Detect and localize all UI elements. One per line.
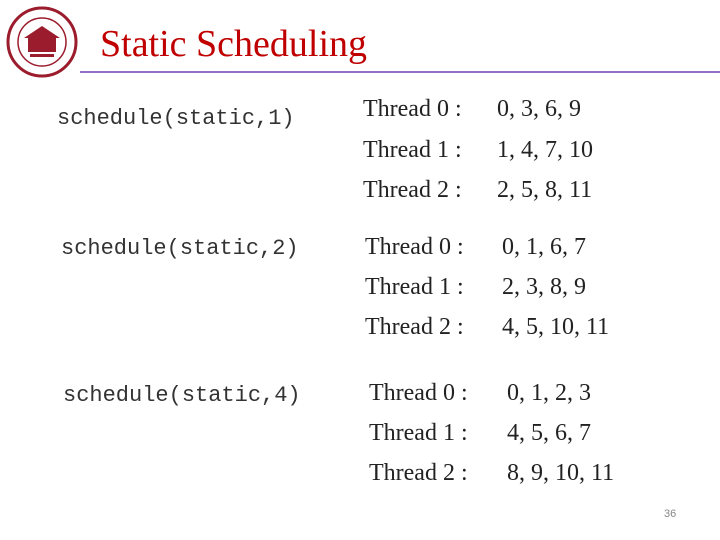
iterations: 0, 1, 2, 3 <box>507 380 591 406</box>
schedule-label: schedule(static,2) <box>61 236 299 261</box>
thread-label: Thread 1 : <box>363 137 462 163</box>
thread-label: Thread 0 : <box>363 96 462 122</box>
page-number: 36 <box>664 508 677 520</box>
iterations: 0, 1, 6, 7 <box>502 234 586 260</box>
thread-label: Thread 2 : <box>369 460 468 486</box>
thread-label: Thread 1 : <box>365 274 464 300</box>
thread-label: Thread 2 : <box>365 314 464 340</box>
iterations: 0, 3, 6, 9 <box>497 96 581 122</box>
iterations: 2, 3, 8, 9 <box>502 274 586 300</box>
schedule-label: schedule(static,4) <box>63 383 301 408</box>
thread-label: Thread 0 : <box>369 380 468 406</box>
schedule-label: schedule(static,1) <box>57 106 295 131</box>
iterations: 2, 5, 8, 11 <box>497 177 593 203</box>
iterations: 4, 5, 6, 7 <box>507 420 591 446</box>
thread-label: Thread 1 : <box>369 420 468 446</box>
thread-label: Thread 2 : <box>363 177 462 203</box>
title: Static Scheduling <box>100 23 368 65</box>
thread-label: Thread 0 : <box>365 234 464 260</box>
iterations: 1, 4, 7, 10 <box>497 137 593 163</box>
iterations: 8, 9, 10, 11 <box>507 460 615 486</box>
logo <box>6 6 78 78</box>
iterations: 4, 5, 10, 11 <box>502 314 610 340</box>
